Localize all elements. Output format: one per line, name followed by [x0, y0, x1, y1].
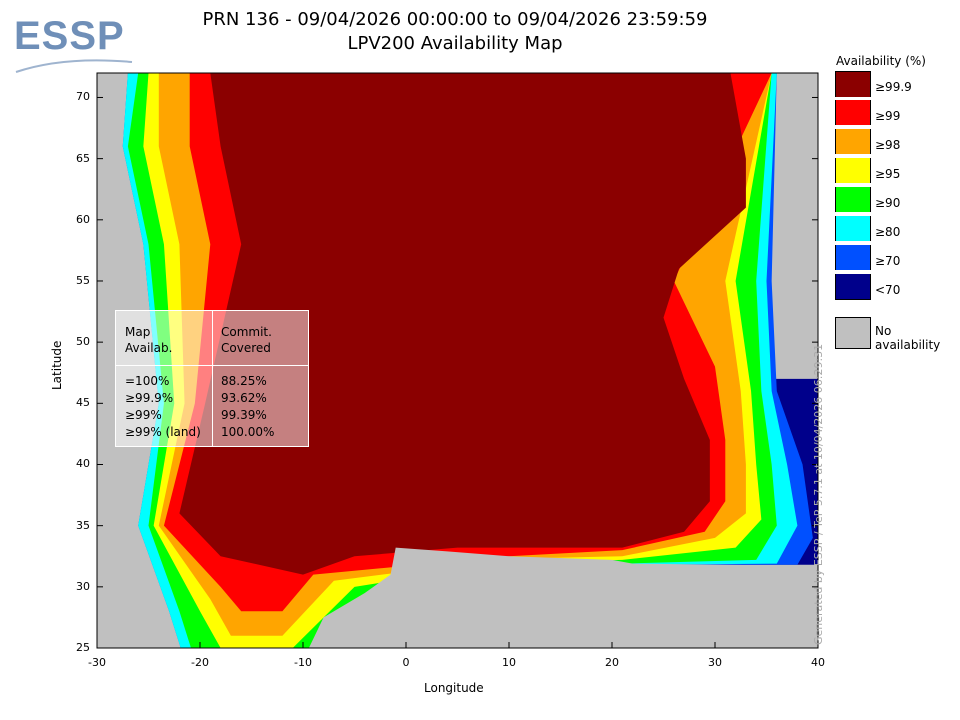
plot-frame	[96, 72, 819, 649]
x-tick-label: 30	[708, 656, 722, 669]
col-map-header: Map Availab.	[125, 325, 173, 355]
legend-label: ≥98	[875, 138, 901, 152]
legend-swatch	[835, 100, 871, 125]
legend-swatch	[835, 245, 871, 270]
col-covered-header: Commit. Covered	[221, 325, 272, 355]
legend-label: ≥99	[875, 109, 901, 123]
y-tick-label: 60	[76, 212, 90, 226]
y-tick-label: 25	[76, 641, 90, 654]
y-tick-label: 35	[76, 518, 90, 532]
y-tick-label: 55	[76, 273, 90, 287]
legend-swatch	[835, 216, 871, 241]
legend-label: ≥99.9	[875, 80, 912, 94]
legend-label: ≥70	[875, 254, 901, 268]
legend-swatch	[835, 129, 871, 154]
legend-label: ≥80	[875, 225, 901, 239]
legend-label: ≥90	[875, 196, 901, 210]
title-line-2: LPV200 Availability Map	[347, 33, 563, 54]
legend-swatch	[835, 71, 871, 97]
legend-label: <70	[875, 283, 901, 297]
y-tick-label: 65	[76, 151, 90, 165]
chart-title: PRN 136 - 09/04/2026 00:00:00 to 09/04/2…	[0, 8, 910, 56]
legend-label: ≥95	[875, 167, 901, 181]
legend-label-no-availability: No availability	[875, 324, 941, 352]
x-tick-label: -10	[294, 656, 312, 669]
essp-logo: ESSP	[14, 14, 133, 73]
x-tick-label: -30	[88, 656, 106, 669]
x-tick-label: 20	[605, 656, 619, 669]
legend-title: Availability (%)	[836, 54, 926, 68]
generated-by-text: Generated by ESSP / TeP 5.7.1 at 10/04/2…	[812, 343, 825, 645]
logo-swoosh	[15, 59, 133, 73]
y-axis-label: Latitude	[50, 340, 64, 390]
x-tick-label: 0	[402, 656, 410, 669]
africa-no-availability	[308, 547, 818, 648]
x-tick-label: -20	[191, 656, 209, 669]
legend-swatch	[835, 187, 871, 212]
x-axis-label: Longitude	[424, 681, 484, 695]
logo-text: ESSP	[14, 14, 125, 58]
y-tick-label: 50	[76, 335, 90, 349]
y-tick-label: 45	[76, 396, 90, 410]
y-tick-label: 40	[76, 457, 90, 471]
col-map-values: =100% ≥99.9% ≥99% ≥99% (land)	[125, 374, 201, 439]
coverage-stats-table: Map Availab. Commit. Covered =100% ≥99.9% ≥9…	[115, 310, 309, 447]
x-tick-label: 10	[502, 656, 516, 669]
legend-swatch	[835, 158, 871, 183]
y-tick-label: 70	[76, 90, 90, 104]
y-tick-label: 30	[76, 579, 90, 593]
legend-swatch	[835, 274, 871, 300]
legend-swatch-no-availability	[835, 317, 871, 349]
coverage-layers	[122, 73, 818, 648]
col-covered-values: 88.25% 93.62% 99.39% 100.00%	[221, 374, 275, 439]
title-line-1: PRN 136 - 09/04/2026 00:00:00 to 09/04/2…	[202, 9, 708, 30]
coverage-region	[179, 73, 746, 575]
x-tick-label: 40	[811, 656, 825, 669]
